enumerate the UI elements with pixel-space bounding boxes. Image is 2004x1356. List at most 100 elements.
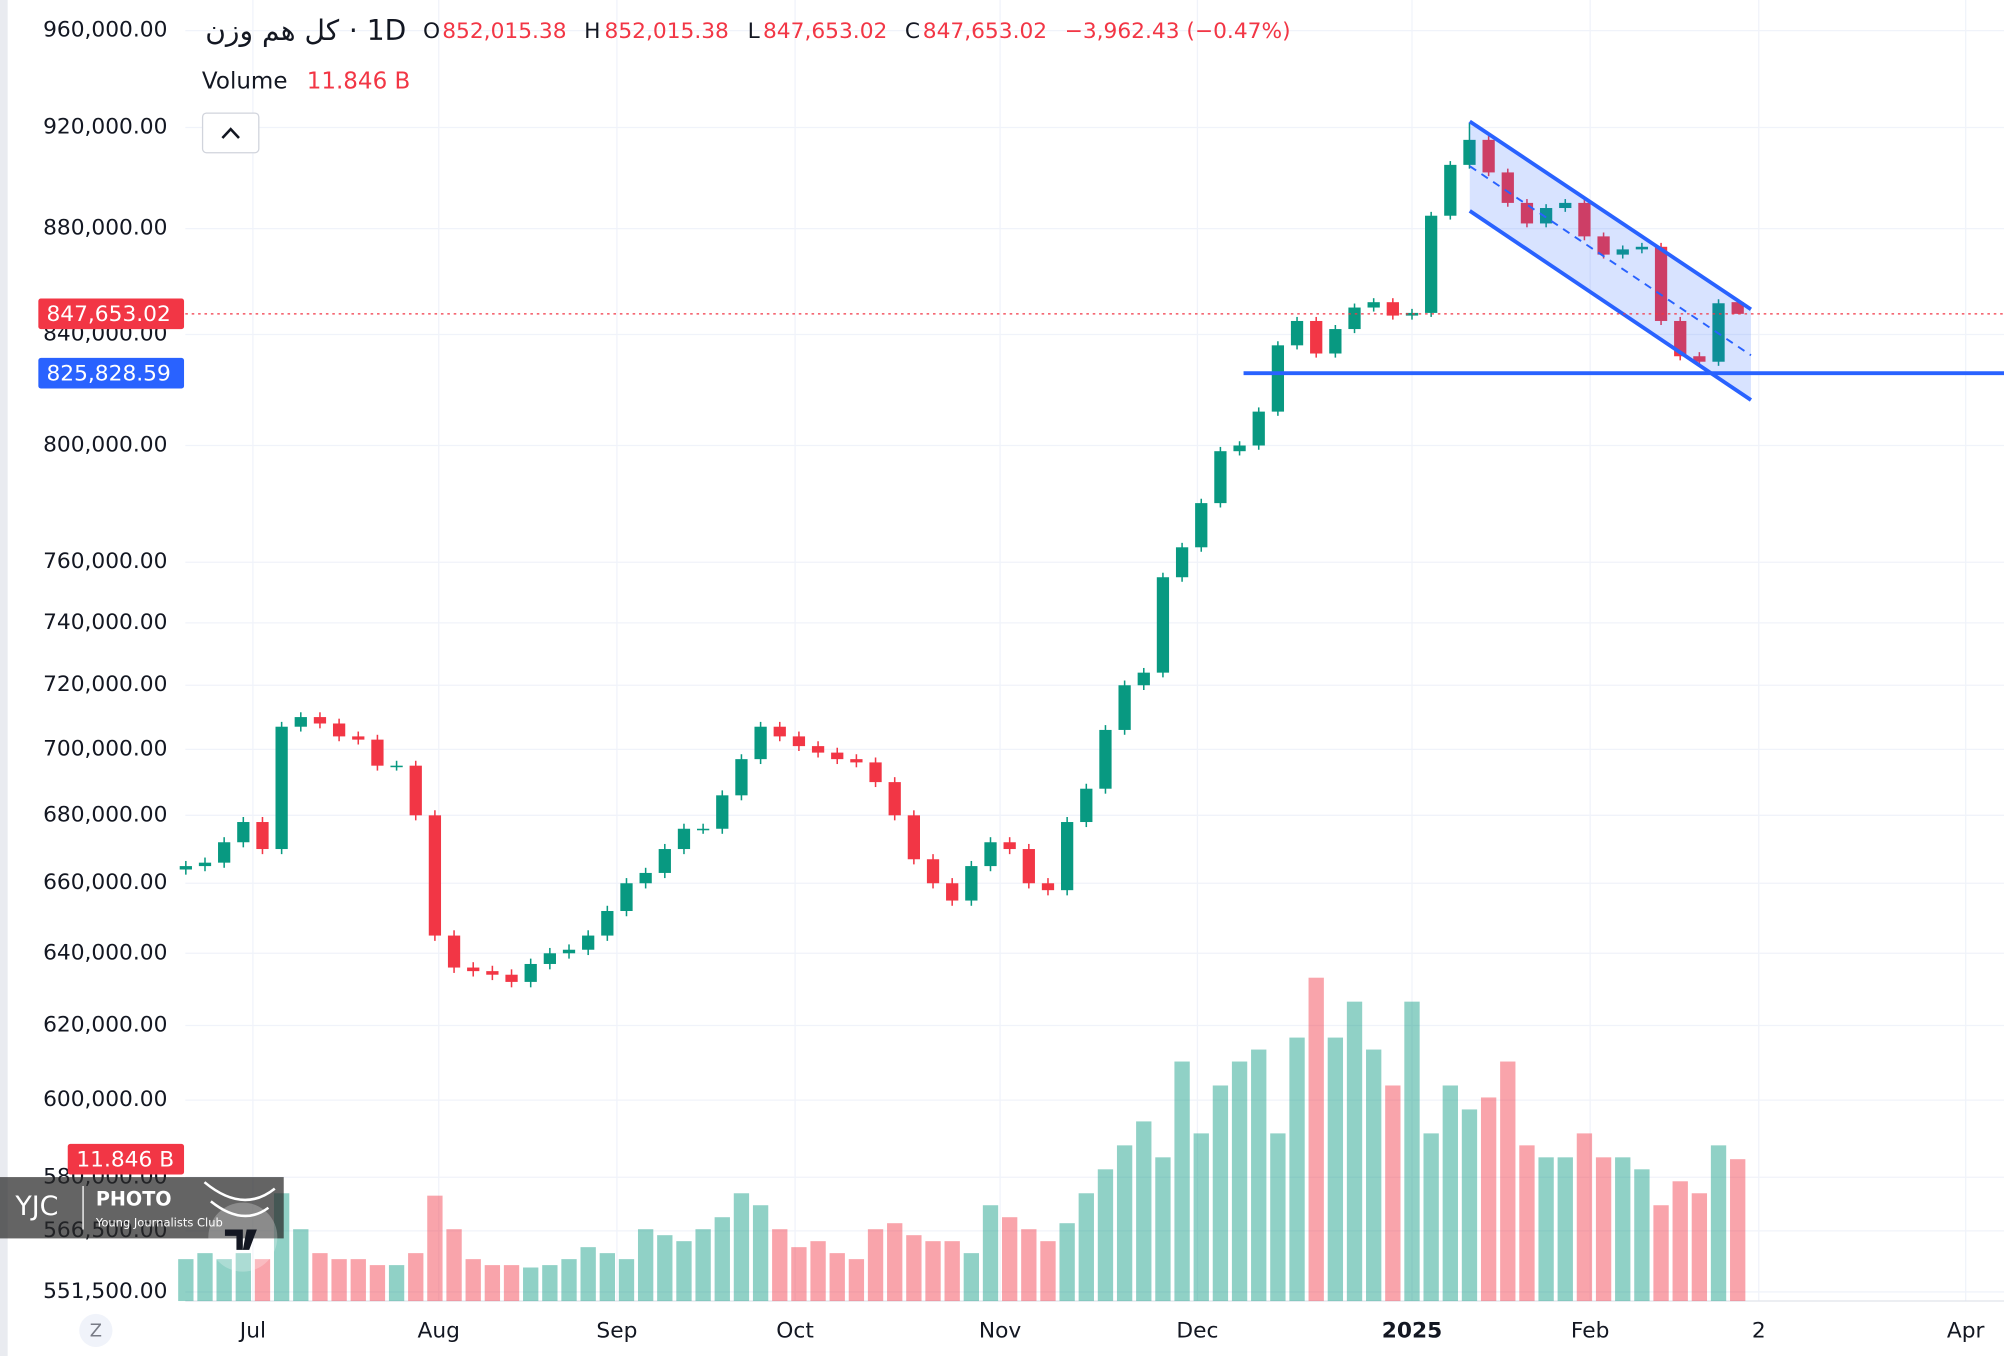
volume-bar xyxy=(235,1253,251,1302)
candle-body xyxy=(1520,202,1534,224)
candle-body xyxy=(888,782,901,816)
candle-body xyxy=(294,717,307,727)
volume-bar xyxy=(1595,1157,1612,1302)
candle-body xyxy=(1367,302,1380,308)
volume-bar xyxy=(791,1247,807,1302)
x-tick-label: Aug xyxy=(418,1319,460,1344)
volume-bar xyxy=(465,1259,481,1302)
candle-body xyxy=(1118,685,1131,730)
candle-body xyxy=(237,822,250,843)
volume-bar xyxy=(1327,1037,1344,1302)
candle-body xyxy=(1693,356,1706,362)
candle-body xyxy=(1003,842,1016,850)
interval: · 1D xyxy=(349,14,406,47)
y-tick-label: 700,000.00 xyxy=(43,736,167,761)
candle-body xyxy=(1635,246,1649,250)
candle-body xyxy=(735,759,748,796)
candle-body xyxy=(811,746,825,753)
timezone-label: Z xyxy=(90,1321,102,1342)
volume-bar xyxy=(523,1267,539,1302)
channel-lower xyxy=(1468,209,1753,402)
volume-bar xyxy=(1557,1157,1573,1302)
ohlc-key: C xyxy=(905,19,920,44)
volume-bar xyxy=(1366,1049,1382,1302)
candle-body xyxy=(1731,302,1744,314)
volume-bar xyxy=(1212,1085,1229,1302)
volume-bar xyxy=(1116,1145,1133,1302)
last-price-label: 847,653.02 xyxy=(46,302,170,327)
volume-bar xyxy=(1251,1049,1267,1302)
volume-name: Volume xyxy=(202,68,288,94)
x-tick-label: Oct xyxy=(776,1319,814,1344)
candle-body xyxy=(486,971,499,975)
overlay: 847,653.02 825,828.59 11.846 B xyxy=(38,298,2004,1175)
volume-bar xyxy=(733,1193,750,1302)
legend-header: کل هم وزن · 1D O 852,015.38 H 852,015.38… xyxy=(201,14,1291,154)
candle-body xyxy=(1137,672,1150,686)
candle-body xyxy=(869,762,882,783)
volume-bar xyxy=(1289,1037,1305,1302)
volume-bar xyxy=(887,1223,903,1302)
x-tick-label: Dec xyxy=(1176,1319,1218,1344)
candle-body xyxy=(1080,788,1093,823)
volume-bar xyxy=(1480,1097,1497,1302)
y-tick-label: 800,000.00 xyxy=(43,432,167,457)
volume-bar xyxy=(810,1241,826,1302)
volume-bar xyxy=(1136,1121,1152,1302)
volume-bar xyxy=(446,1229,462,1302)
channel-upper xyxy=(1468,119,1753,311)
symbol: کل هم وزن xyxy=(205,14,339,47)
volume-bar xyxy=(1730,1159,1746,1302)
x-tick-label: Nov xyxy=(979,1319,1022,1344)
volume-bar xyxy=(1442,1085,1458,1302)
ohlc-key: O xyxy=(423,19,440,44)
x-tick-label: Apr xyxy=(1947,1319,1985,1344)
x-tick-label: 2025 xyxy=(1382,1319,1442,1344)
candle-body xyxy=(1463,139,1476,165)
volume-bar xyxy=(695,1229,711,1302)
volume-bar xyxy=(293,1229,309,1302)
volume-bar xyxy=(197,1253,213,1302)
candle-body xyxy=(965,866,978,901)
y-tick-label: 600,000.00 xyxy=(43,1087,167,1112)
candle-body xyxy=(1061,822,1074,891)
candle-body xyxy=(1578,202,1591,237)
collapse-button[interactable] xyxy=(201,112,260,154)
candle-body xyxy=(639,872,652,884)
volume-bar xyxy=(178,1259,194,1302)
candle-body xyxy=(543,953,556,964)
volume-bar xyxy=(637,1229,654,1302)
volume-bar xyxy=(1308,977,1324,1302)
candle-body xyxy=(1329,329,1342,354)
tv-logo xyxy=(224,1229,257,1250)
candle-body xyxy=(1252,411,1265,446)
volume-bar xyxy=(503,1265,520,1302)
candle-body xyxy=(275,726,288,850)
candle-body xyxy=(850,759,863,763)
volume-bar xyxy=(714,1217,730,1302)
candle-body xyxy=(620,883,633,912)
candle-body xyxy=(1271,345,1285,412)
candle-body xyxy=(1405,312,1419,316)
ohlc-value: 847,653.02 xyxy=(763,19,887,44)
volume-bar xyxy=(829,1253,845,1302)
y-tick-label: 740,000.00 xyxy=(43,610,167,635)
candle-body xyxy=(1597,236,1610,255)
volume-bar xyxy=(1002,1217,1018,1302)
timezone-button[interactable] xyxy=(79,1313,113,1348)
volume-scale-label: 11.846 B xyxy=(76,1147,174,1172)
watermark-brand: YJC xyxy=(14,1191,58,1222)
ohlc-key: H xyxy=(584,19,600,44)
ohlc-value: 852,015.38 xyxy=(605,19,729,44)
volume-bars xyxy=(178,977,1746,1302)
candles xyxy=(179,122,1744,988)
candle-body xyxy=(1195,503,1208,548)
x-tick-label: Feb xyxy=(1571,1319,1609,1344)
candle-body xyxy=(1214,451,1227,504)
watermark-word: PHOTO xyxy=(96,1188,172,1211)
candle-body xyxy=(831,752,844,760)
volume-bar xyxy=(1021,1229,1037,1302)
